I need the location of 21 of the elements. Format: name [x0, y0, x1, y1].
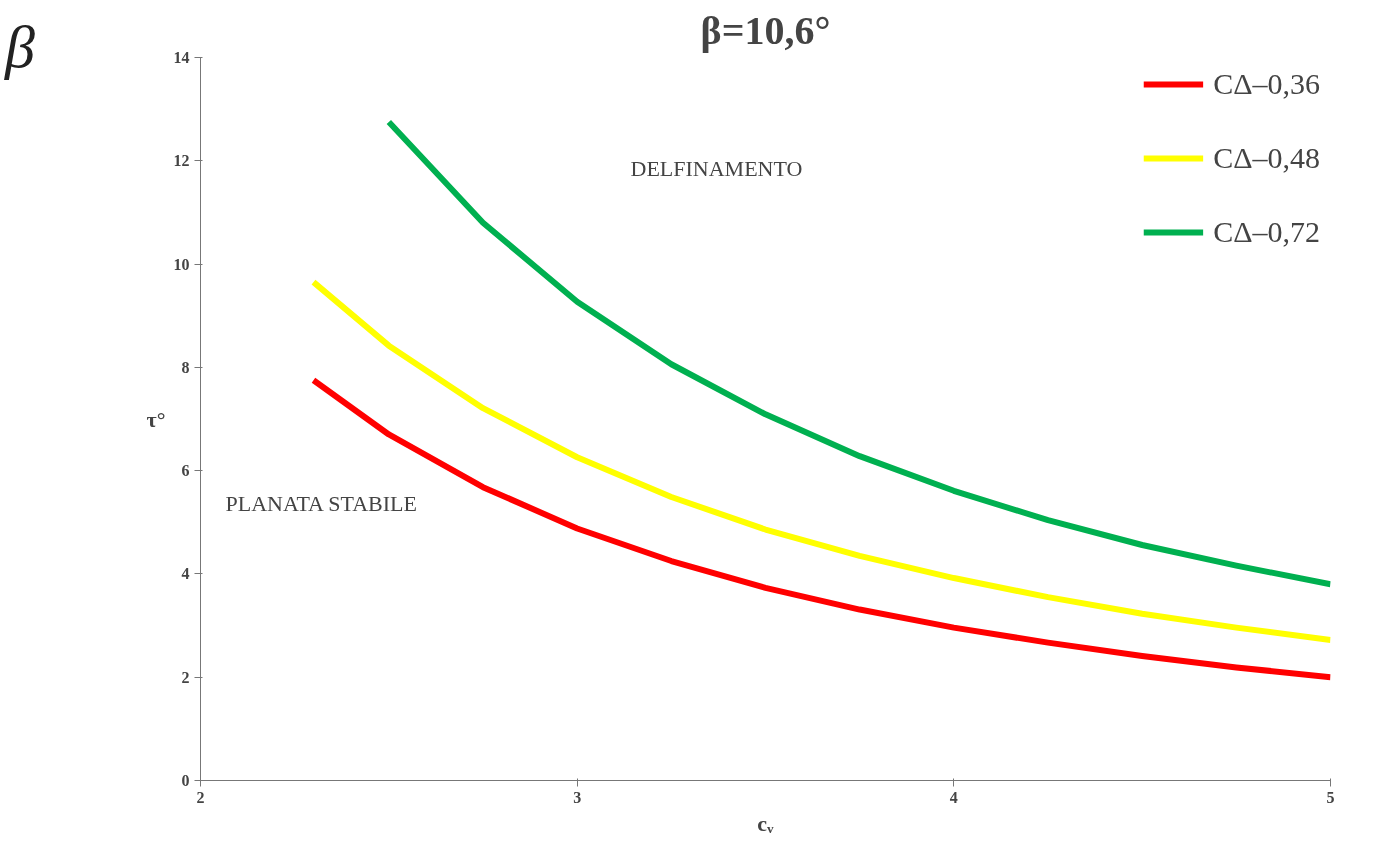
y-tick-label: 12	[173, 152, 190, 170]
y-tick-label: 4	[181, 565, 190, 583]
y-tick-label: 2	[181, 668, 190, 686]
y-tick-label: 6	[181, 462, 190, 480]
annotation: DELFINAMENTO	[630, 155, 803, 181]
annotation: PLANATA STABILE	[225, 490, 417, 516]
text: β	[5, 13, 35, 82]
y-tick-label: 14	[173, 49, 190, 66]
y-tick-label: 10	[173, 255, 190, 273]
legend-label: CΔ–0,36	[1213, 67, 1320, 101]
x-tick-label: 4	[949, 788, 958, 806]
x-tick-label: 3	[573, 788, 582, 806]
x-axis-title: cᵥ	[757, 810, 775, 836]
y-axis-title: τ°	[146, 406, 166, 432]
y-tick-label: 8	[181, 358, 190, 376]
legend-label: CΔ–0,48	[1213, 141, 1320, 175]
legend-label: CΔ–0,72	[1213, 215, 1320, 249]
x-tick-label: 5	[1326, 788, 1335, 806]
chart-title: β=10,6°	[700, 7, 831, 53]
y-tick-label: 0	[181, 772, 190, 789]
x-tick-label: 2	[196, 788, 205, 806]
